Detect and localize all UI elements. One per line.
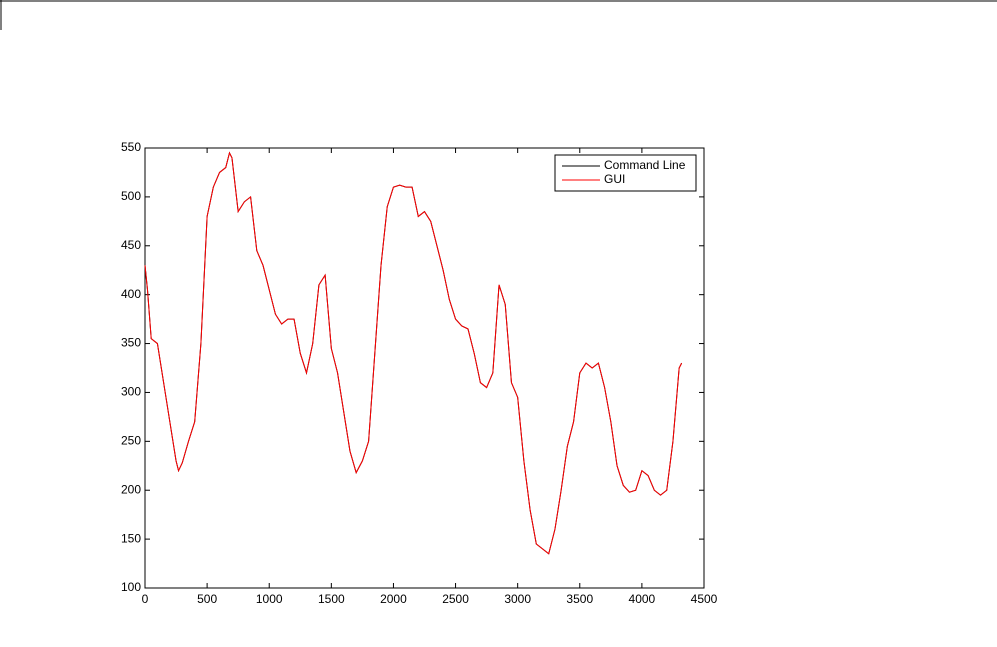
x-tick-label: 3000 <box>504 592 531 606</box>
x-tick-label: 4500 <box>691 592 718 606</box>
x-tick-label: 1000 <box>256 592 283 606</box>
legend-box <box>554 154 697 192</box>
x-tick-label: 0 <box>142 592 149 606</box>
y-tick-label: 450 <box>121 238 141 252</box>
series-line <box>144 151 683 555</box>
y-tick-label: 200 <box>121 482 141 496</box>
y-tick-label: 100 <box>121 580 141 594</box>
x-tick-label: 2000 <box>380 592 407 606</box>
y-tick-label: 350 <box>121 336 141 350</box>
x-tick-label: 1500 <box>318 592 345 606</box>
x-tick-label: 2500 <box>442 592 469 606</box>
y-tick-label: 500 <box>121 189 141 203</box>
axes-box <box>144 147 705 589</box>
legend-label: Command Line <box>604 158 686 172</box>
y-tick-label: 150 <box>121 531 141 545</box>
y-tick-label: 250 <box>121 434 141 448</box>
y-tick-label: 400 <box>121 287 141 301</box>
y-tick-label: 550 <box>121 140 141 154</box>
x-tick-label: 4000 <box>629 592 656 606</box>
x-tick-label: 3500 <box>566 592 593 606</box>
legend-label: GUI <box>604 172 625 186</box>
x-tick-label: 500 <box>197 592 217 606</box>
y-tick-label: 300 <box>121 385 141 399</box>
